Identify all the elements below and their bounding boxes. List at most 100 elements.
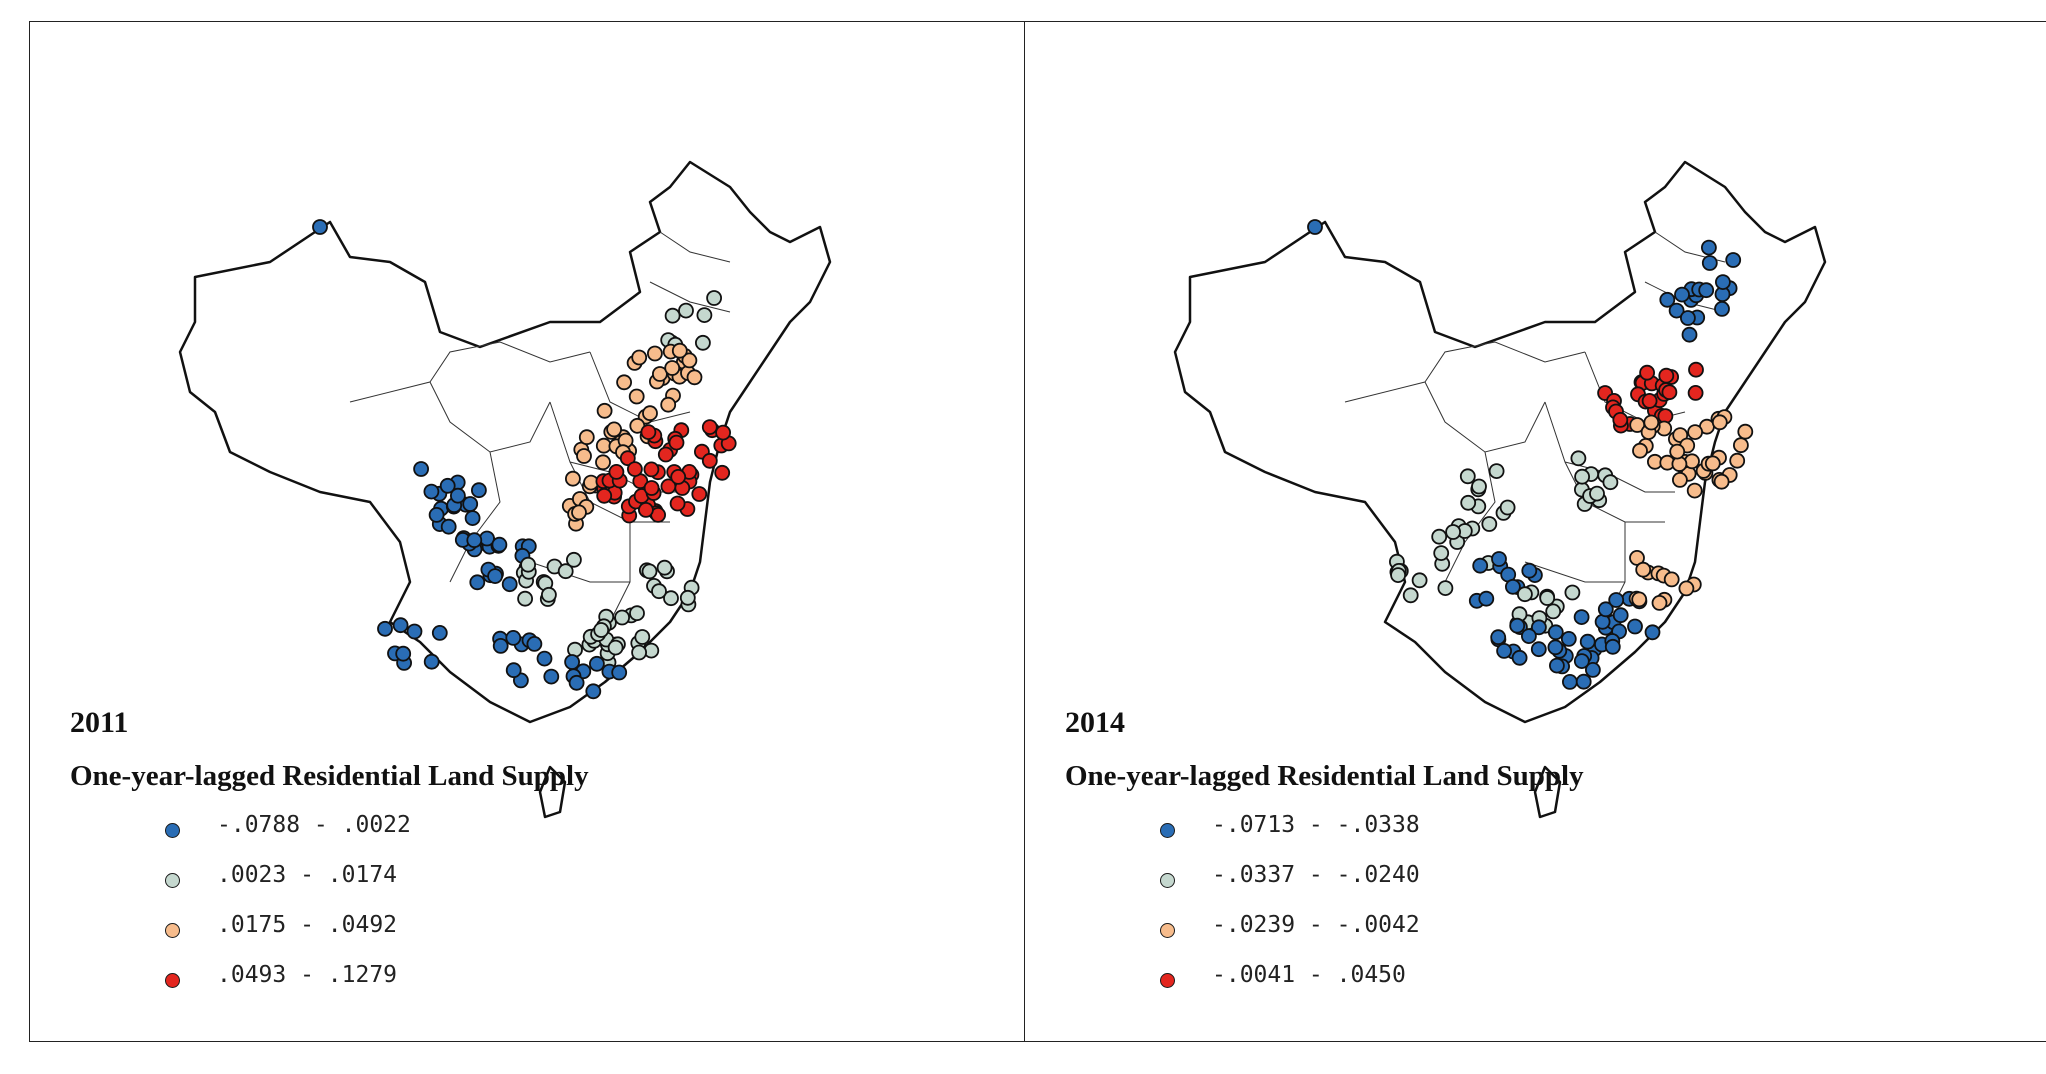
year-label: 2011 [70,706,129,739]
city-marker [431,625,448,641]
city-marker [589,655,605,672]
city-marker [439,477,456,494]
city-marker [1684,453,1700,470]
city-marker [656,559,673,576]
city-marker [505,630,522,646]
city-marker [1686,482,1703,499]
city-marker [595,454,611,471]
city-marker [1579,633,1596,650]
city-marker [1481,516,1498,532]
city-marker [701,452,718,469]
country-outline [1173,160,1827,819]
city-marker [631,644,647,661]
city-marker [1701,239,1717,256]
city-marker [1570,450,1587,467]
legend-swatch [165,873,180,888]
city-marker [541,586,557,603]
legend-swatch [1160,923,1175,938]
city-marker [449,487,466,504]
city-marker [501,576,518,593]
city-marker [491,536,508,553]
city-marker [1411,572,1428,589]
city-marker [428,506,445,523]
city-marker [1488,463,1505,480]
legend-label: -.0239 - -.0042 [1212,912,1420,938]
city-marker [392,617,409,634]
city-marker [607,639,624,656]
city-marker [1733,437,1749,454]
city-marker [564,654,580,670]
city-marker [1635,561,1652,578]
city-marker [715,424,731,441]
city-marker [678,302,694,319]
legend-swatch [165,823,180,838]
city-marker [641,563,658,580]
china-map-2011 [178,160,832,819]
city-marker [1680,310,1696,326]
city-marker [1713,473,1730,490]
city-marker [462,496,479,512]
city-marker [1715,274,1731,291]
city-marker [631,349,648,366]
china-map-2014 [1173,160,1827,819]
city-marker [1573,609,1590,625]
city-marker [377,620,393,637]
city-marker [642,405,658,422]
city-marker [566,551,582,568]
city-marker [686,369,703,386]
city-marker [1574,468,1590,485]
city-marker [557,563,574,580]
city-marker [679,589,696,606]
city-marker [643,480,660,496]
city-marker [1659,291,1676,308]
city-marker [663,590,679,607]
city-marker [1471,478,1487,495]
city-marker [714,464,731,481]
city-marker [1573,653,1590,669]
city-marker [1604,638,1621,655]
city-marker [568,674,585,691]
city-marker [470,482,487,499]
city-marker [1511,649,1528,666]
city-marker [640,424,657,441]
city-marker [1437,580,1454,596]
city-marker [1564,584,1581,601]
city-marker [1612,411,1629,428]
city-marker [596,402,613,419]
city-marker [664,360,681,376]
city-marker [1491,551,1507,567]
city-marker [423,653,440,670]
city-marker [668,434,685,451]
city-marker [1688,361,1704,378]
city-marker [1725,252,1742,268]
legend-entry: -.0041 - .0450 [1160,962,1560,1012]
legend-entry: -.0337 - -.0240 [1160,862,1560,912]
city-marker [1612,607,1629,624]
year-label: 2014 [1065,706,1125,739]
city-marker [413,461,430,477]
city-marker [628,388,645,405]
city-marker [1687,424,1703,441]
city-marker [1729,452,1746,469]
city-marker [536,650,553,667]
city-marker [440,518,457,535]
city-marker [1701,255,1718,271]
city-marker [681,352,698,369]
city-marker [608,463,625,480]
city-marker [576,448,592,464]
city-marker [643,461,660,478]
legend-label: .0023 - .0174 [217,862,398,888]
city-points-2011 [312,219,737,700]
legend-label: -.0041 - .0450 [1212,962,1406,988]
legend-entry: .0493 - .1279 [165,962,565,1012]
city-marker [695,334,711,351]
city-marker [1602,474,1619,491]
city-marker [1562,674,1578,690]
city-marker [1521,562,1538,579]
city-marker [1644,624,1661,641]
city-marker [1585,662,1601,678]
legend-entry: -.0713 - -.0338 [1160,812,1560,862]
city-marker [1496,643,1513,659]
city-marker [1589,485,1605,502]
city-marker [1531,619,1547,636]
